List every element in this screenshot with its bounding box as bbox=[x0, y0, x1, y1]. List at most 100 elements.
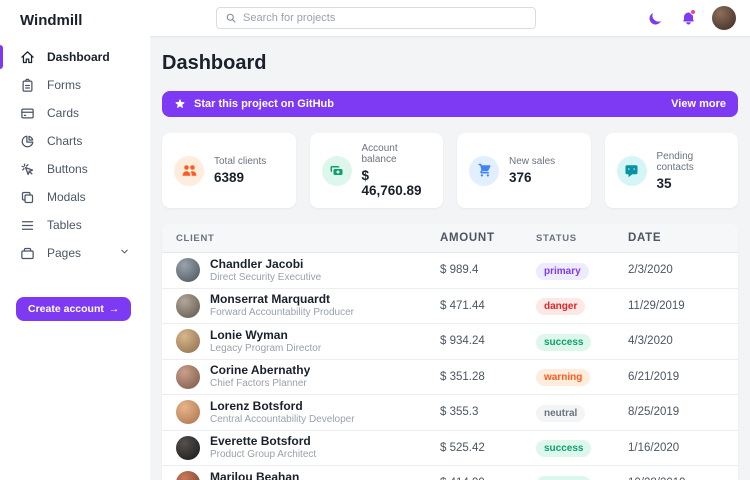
table-row[interactable]: Marilou Beahan Future Security Planner $… bbox=[162, 466, 738, 480]
brand-logo: Windmill bbox=[20, 12, 83, 29]
create-account-label: Create account bbox=[28, 303, 104, 315]
moon-icon bbox=[649, 12, 661, 24]
page-title: Dashboard bbox=[162, 52, 267, 74]
table-header: Client Amount Status Date bbox=[162, 224, 738, 253]
avatar bbox=[176, 400, 200, 425]
stat-card-total-clients: Total clients 6389 bbox=[162, 133, 296, 208]
status-badge: danger bbox=[536, 298, 586, 316]
money-icon bbox=[321, 155, 352, 186]
table-row[interactable]: Lonie Wyman Legacy Program Director $ 93… bbox=[162, 324, 738, 360]
column-header-date: Date bbox=[628, 232, 662, 244]
client-role: Direct Security Executive bbox=[210, 271, 322, 283]
sidebar-item-label: Dashboard bbox=[47, 50, 110, 64]
table-row[interactable]: Everette Botsford Product Group Architec… bbox=[162, 430, 738, 466]
date-cell: 6/21/2019 bbox=[628, 370, 680, 383]
sidebar-item-label: Buttons bbox=[47, 162, 88, 176]
amount-cell: $ 989.4 bbox=[440, 264, 479, 277]
forms-icon bbox=[22, 78, 33, 92]
client-name: Corine Abernathy bbox=[210, 363, 311, 377]
avatar bbox=[176, 364, 200, 389]
avatar bbox=[176, 471, 200, 480]
table-row[interactable]: Corine Abernathy Chief Factors Planner $… bbox=[162, 359, 738, 395]
stat-card-pending-contacts: Pending contacts 35 bbox=[604, 133, 738, 208]
pages-icon bbox=[21, 247, 34, 259]
sidebar-item-label: Pages bbox=[47, 246, 82, 260]
date-cell: 11/29/2019 bbox=[628, 299, 685, 312]
client-name: Lonie Wyman bbox=[210, 327, 288, 342]
date-cell: 4/3/2020 bbox=[628, 335, 673, 348]
topbar-actions bbox=[646, 6, 736, 30]
column-header-amount: Amount bbox=[440, 232, 495, 244]
user-avatar[interactable] bbox=[712, 6, 736, 30]
client-role: Chief Factors Planner bbox=[210, 378, 307, 389]
main-area: Dashboard Star this project on GitHub Vi… bbox=[150, 0, 750, 480]
amount-cell: $ 414.99 bbox=[440, 477, 536, 480]
sidebar-item-label: Forms bbox=[47, 78, 81, 92]
stat-label: Account balance bbox=[361, 143, 398, 165]
arrow-right-icon: → bbox=[108, 303, 120, 315]
stat-label: Pending contacts bbox=[656, 150, 694, 173]
avatar bbox=[176, 258, 200, 283]
amount-cell: $ 525.42 bbox=[440, 441, 485, 454]
search-icon bbox=[226, 13, 236, 23]
amount-cell: $ 351.28 bbox=[440, 370, 485, 383]
client-role: Product Group Architect bbox=[210, 449, 317, 460]
status-badge: success bbox=[536, 333, 592, 351]
sidebar-item-tables[interactable]: Tables bbox=[0, 211, 150, 239]
avatar bbox=[176, 435, 200, 460]
client-name: Everette Botsford bbox=[210, 434, 311, 448]
clients-table: Client Amount Status Date Chandler Jacob… bbox=[162, 224, 738, 480]
client-role: Forward Accountability Producer bbox=[210, 307, 354, 318]
amount-cell: $ 355.3 bbox=[440, 406, 479, 419]
notification-dot bbox=[690, 9, 696, 15]
theme-toggle-button[interactable] bbox=[646, 9, 664, 27]
avatar bbox=[176, 293, 200, 318]
modals-icon bbox=[21, 191, 34, 203]
notifications-button[interactable] bbox=[679, 9, 697, 27]
stat-cards: Total clients 6389 Account balance $ 46,… bbox=[162, 133, 738, 208]
search-box[interactable] bbox=[216, 7, 536, 29]
sidebar-item-dashboard[interactable]: Dashboard bbox=[0, 43, 150, 71]
sidebar-item-modals[interactable]: Modals bbox=[0, 183, 150, 211]
status-badge: success bbox=[536, 475, 592, 480]
topbar bbox=[150, 0, 750, 36]
search-input[interactable] bbox=[243, 12, 527, 24]
tables-icon bbox=[21, 220, 34, 230]
sidebar-item-label: Tables bbox=[47, 218, 82, 232]
sidebar-item-forms[interactable]: Forms bbox=[0, 71, 150, 99]
date-cell: 1/16/2020 bbox=[628, 441, 680, 454]
amount-cell: $ 471.44 bbox=[440, 299, 485, 312]
create-account-button[interactable]: Create account → bbox=[16, 297, 132, 321]
stat-value: 376 bbox=[509, 170, 532, 185]
client-name: Lorenz Botsford bbox=[210, 398, 303, 413]
stat-card-new-sales: New sales 376 bbox=[457, 133, 591, 208]
table-row[interactable]: Chandler Jacobi Direct Security Executiv… bbox=[162, 253, 738, 289]
stat-value: $ 46,760.89 bbox=[361, 168, 422, 198]
date-cell: 10/28/2019 bbox=[628, 477, 724, 480]
status-badge: success bbox=[536, 440, 592, 458]
table-row[interactable]: Monserrat Marquardt Forward Accountabili… bbox=[162, 288, 738, 324]
github-banner[interactable]: Star this project on GitHub View more bbox=[162, 91, 738, 117]
sidebar-item-pages[interactable]: Pages bbox=[0, 239, 150, 267]
sidebar-item-label: Charts bbox=[47, 134, 83, 148]
sidebar-item-charts[interactable]: Charts bbox=[0, 127, 150, 155]
column-header-status: Status bbox=[536, 232, 577, 244]
client-name: Marilou Beahan bbox=[210, 469, 300, 480]
banner-text: Star this project on GitHub bbox=[194, 98, 334, 110]
chat-icon bbox=[616, 155, 647, 186]
sidebar-item-buttons[interactable]: Buttons bbox=[0, 155, 150, 183]
table-row[interactable]: Lorenz Botsford Central Accountability D… bbox=[162, 395, 738, 431]
column-header-client: Client bbox=[176, 232, 215, 244]
stat-label: Total clients bbox=[214, 156, 267, 167]
date-cell: 2/3/2020 bbox=[628, 264, 673, 277]
client-name: Monserrat Marquardt bbox=[210, 292, 331, 306]
sidebar-item-label: Modals bbox=[47, 190, 86, 204]
pie-chart-icon bbox=[21, 135, 34, 147]
sidebar-item-cards[interactable]: Cards bbox=[0, 99, 150, 127]
page-content: Dashboard Star this project on GitHub Vi… bbox=[150, 36, 750, 480]
sidebar-item-label: Cards bbox=[47, 106, 80, 120]
view-more-link[interactable]: View more bbox=[671, 98, 726, 110]
avatar bbox=[176, 329, 200, 354]
date-cell: 8/25/2019 bbox=[628, 406, 680, 419]
